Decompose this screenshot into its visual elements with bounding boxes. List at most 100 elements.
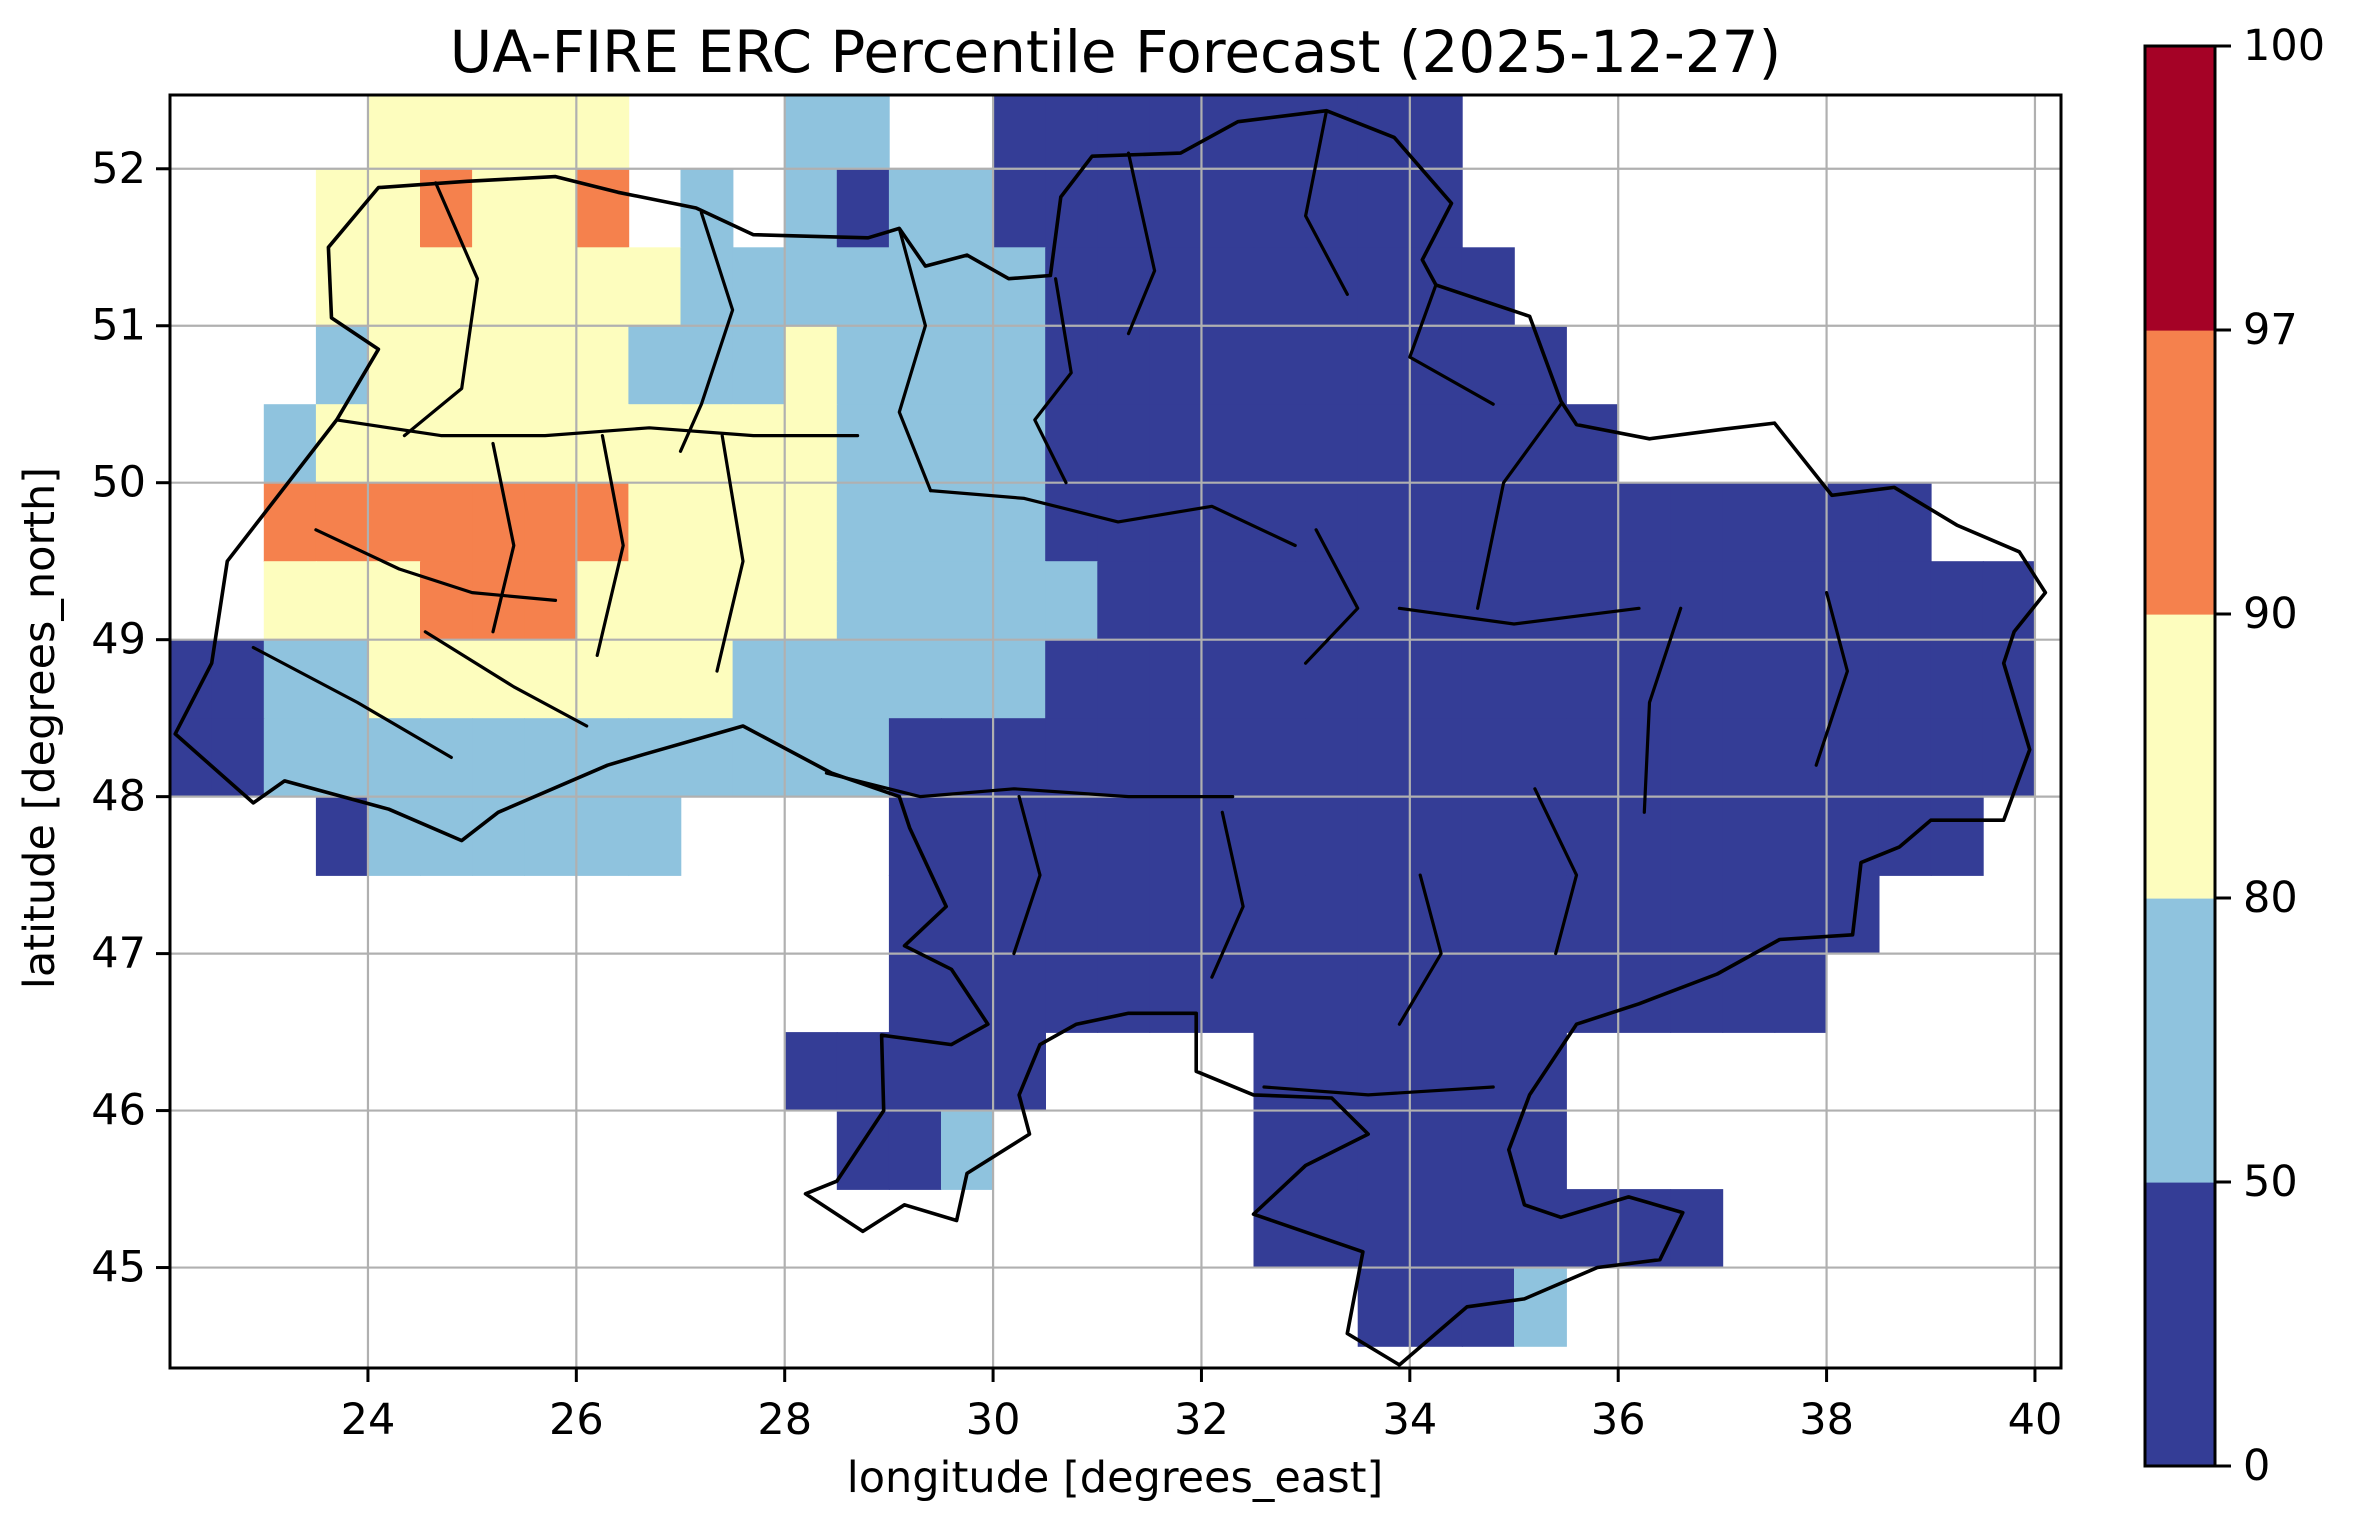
grid-cell [1149,247,1203,327]
oblast-boundary [1533,787,1579,956]
grid-cell [1357,561,1411,641]
grid-cell [993,953,1046,1033]
grid-cell [1566,718,1619,798]
grid-cell [1097,875,1151,955]
grid-cell [1357,482,1411,562]
grid-cell [472,482,525,562]
grid-cell [472,639,525,719]
grid-cell [784,95,838,170]
y-tick-label: 47 [91,929,146,979]
grid-cell [1566,953,1619,1033]
grid-cell [1045,718,1099,798]
grid-cell [315,561,369,641]
y-tick-label: 46 [91,1086,146,1136]
grid-cell [1149,718,1203,798]
oblast-boundary [595,434,625,657]
grid-cell [1722,639,1776,719]
grid-cell [628,561,682,641]
grid-cell [1357,95,1411,170]
grid-cell [941,325,994,405]
grid-cell [1201,639,1255,719]
grid-cell [263,404,317,484]
grid-cell [1722,482,1776,562]
grid-cell [1409,561,1463,641]
grid-cell [524,404,578,484]
grid-cell [1774,953,1828,1033]
grid-cell [1722,561,1776,641]
grid-cell [1305,404,1359,484]
grid-cell [1201,718,1255,798]
grid-cell [993,482,1046,562]
x-tick-label: 28 [757,1395,812,1445]
grid-cell [1045,796,1099,876]
grid-cell [1670,953,1724,1033]
grid-cell [1357,168,1411,249]
grid-cell [315,796,369,876]
oblast-boundary [1642,606,1683,814]
colorbar-tick-label: 80 [2243,873,2298,923]
grid-cell [1149,168,1203,249]
grid-cell [1253,796,1307,876]
grid-cell [1357,796,1411,876]
x-tick-label: 36 [1591,1395,1646,1445]
grid-cell [1097,404,1151,484]
grid-cell [1253,1032,1307,1112]
y-tick-label: 52 [91,144,146,194]
grid-cell [941,796,994,876]
grid-cell [784,404,838,484]
grid-cell [1566,796,1619,876]
grid-cell [1253,482,1307,562]
grid-cell [1097,718,1151,798]
grid-cell [472,247,525,327]
y-tick-label: 51 [91,301,146,351]
grid-cell [836,1110,890,1190]
grid-cell [1149,325,1203,405]
grid-cell [472,561,525,641]
grid-cell [211,639,265,719]
grid-cell [420,639,473,719]
grid-cell [315,404,369,484]
spine-layer [168,93,2063,1370]
grid-cell [888,1110,942,1190]
grid-cell [1357,1032,1411,1112]
grid-cell [1826,875,1880,955]
grid-cell [1722,875,1776,955]
x-axis-label: longitude [degrees_east] [846,1453,1384,1503]
grid-cell [368,247,421,327]
grid-cell [993,718,1046,798]
grid-cell [368,718,421,798]
grid-cell [420,95,473,170]
grid-cell [524,95,578,170]
grid-cell [1201,325,1255,405]
grid-cell [1670,718,1724,798]
grid-cell [1722,796,1776,876]
grid-cell [628,482,682,562]
grid-cell [993,247,1046,327]
colorbar-segment [2145,1182,2215,1467]
oblast-boundary [1262,1085,1495,1097]
grid-cell [576,639,630,719]
grid-cell [1097,796,1151,876]
grid-cell [1409,482,1463,562]
x-tick-label: 24 [341,1395,396,1445]
plot-border [168,93,2063,1370]
grid-cell [1514,1267,1567,1347]
grid-cell [1149,953,1203,1033]
grid-cell [836,95,890,170]
grid-cell [1670,561,1724,641]
grid-cell [1514,561,1567,641]
grid-cell [1409,796,1463,876]
x-tick-label: 40 [2008,1395,2063,1445]
grid-cell [576,325,630,405]
grid-cell [1045,404,1099,484]
grid-cell [1305,1189,1359,1269]
grid-cell [576,796,630,876]
grid-cell [1097,247,1151,327]
grid-cell [524,325,578,405]
x-tick-label: 30 [966,1395,1021,1445]
x-tick-label: 38 [1799,1395,1854,1445]
grid-cell [1566,639,1619,719]
grid-cell [1409,718,1463,798]
grid-cell [1566,404,1619,484]
grid-cell [680,404,734,484]
